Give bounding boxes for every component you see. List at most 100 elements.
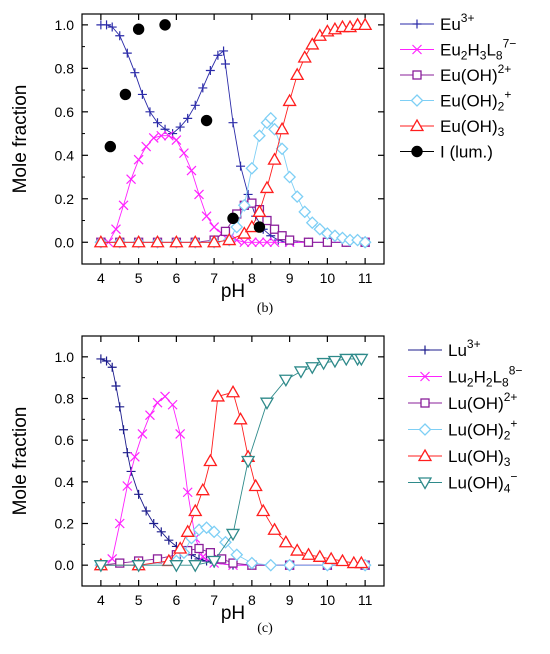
- data-point: [253, 129, 266, 143]
- data-point: [119, 88, 132, 101]
- data-point: [290, 190, 304, 204]
- legend-entry: Eu(OH)3: [400, 117, 505, 139]
- data-point: [156, 130, 167, 141]
- data-point: [205, 66, 215, 76]
- data-point: [222, 232, 237, 246]
- data-point: [171, 135, 182, 146]
- chart-panel-b: 4 5 6 7 8 9 10 11 0.0 0.2 0.4 0.6 0.8 1.0 pH Mole fract…: [10, 11, 516, 316]
- data-point: [245, 161, 259, 175]
- series-oh3: [93, 17, 373, 248]
- y-tick-label: 0.6: [55, 104, 75, 120]
- data-point: [245, 556, 259, 570]
- data-point: [111, 381, 121, 391]
- data-point: [152, 397, 163, 408]
- x-tick-label: 9: [286, 592, 294, 608]
- data-point: [278, 534, 293, 548]
- data-point: [264, 111, 278, 125]
- series-oh2: [94, 111, 372, 249]
- data-point: [246, 237, 257, 248]
- data-point: [134, 489, 144, 499]
- data-point: [111, 224, 121, 235]
- data-point: [132, 23, 145, 35]
- data-point: [119, 425, 129, 435]
- legend-marker: [417, 448, 433, 462]
- y-tick-label: 0.8: [55, 391, 75, 407]
- data-point: [252, 204, 267, 217]
- data-point: [167, 399, 178, 410]
- legend-marker: [412, 70, 422, 80]
- x-tick-label: 8: [248, 270, 256, 286]
- legend-label: Lu(OH)2+: [448, 417, 517, 443]
- legend-label: Lu(OH)2+: [448, 390, 517, 413]
- data-point: [112, 234, 127, 248]
- data-point: [194, 543, 204, 554]
- legend-label: Eu3+: [440, 11, 474, 34]
- legend-marker: [410, 94, 424, 107]
- data-point: [227, 212, 239, 225]
- x-tick-label: 4: [97, 270, 105, 286]
- data-point: [277, 231, 287, 241]
- data-point: [129, 451, 140, 462]
- data-point: [278, 374, 293, 388]
- data-point: [240, 455, 256, 469]
- data-point: [186, 165, 197, 176]
- data-point: [164, 535, 174, 545]
- legend-entry: Eu2H3L87−: [400, 37, 516, 63]
- data-point: [145, 410, 155, 421]
- data-point: [237, 198, 251, 212]
- y-tick-label: 0.2: [55, 516, 75, 532]
- legend-label: Eu(OH)2+: [440, 62, 511, 85]
- data-point: [354, 353, 369, 367]
- y-tick-label: 0.4: [55, 474, 75, 490]
- data-point: [152, 554, 163, 564]
- data-point: [312, 549, 327, 562]
- data-point: [130, 68, 140, 78]
- x-tick-label: 4: [97, 592, 105, 608]
- data-point: [188, 560, 203, 573]
- data-point: [190, 100, 200, 110]
- legend-entry: I (lum.): [400, 143, 493, 162]
- data-point: [131, 560, 146, 573]
- legend-entry: Eu(OH)2+: [400, 62, 511, 85]
- y-tick-label: 0.0: [55, 234, 75, 250]
- data-point: [122, 48, 132, 58]
- data-point: [248, 478, 263, 492]
- chart-panel-c: 4 5 6 7 8 9 10 11 0.0 0.2 0.4 0.6 0.8 1.0 pH Mole fract…: [10, 335, 522, 636]
- data-point: [133, 154, 144, 165]
- data-point: [150, 234, 165, 248]
- series-complex: [95, 391, 371, 571]
- data-point: [188, 503, 203, 517]
- data-point: [175, 122, 185, 132]
- x-tick-label: 7: [210, 592, 218, 608]
- data-point: [156, 527, 166, 537]
- legend-label: Lu(OH)4−: [448, 470, 517, 496]
- series-line: [100, 391, 362, 566]
- data-point: [107, 22, 117, 32]
- data-point: [159, 19, 171, 31]
- legend-label: Eu(OH)2+: [440, 88, 511, 114]
- data-point: [219, 46, 229, 56]
- legend-entry: Lu2H2L88−: [408, 364, 522, 390]
- legend-label: Lu3+: [448, 337, 481, 360]
- data-point: [175, 428, 186, 439]
- data-point: [253, 221, 266, 233]
- x-tick-label: 7: [210, 270, 218, 286]
- legend-label: Lu2H2L88−: [448, 364, 522, 390]
- legend-label: Eu(OH)3: [440, 117, 505, 139]
- data-point: [290, 67, 305, 81]
- panel-label: (c): [257, 621, 273, 636]
- data-point: [122, 481, 133, 491]
- data-point: [93, 234, 108, 248]
- data-point: [205, 548, 216, 558]
- data-point: [141, 506, 151, 516]
- data-point: [107, 362, 117, 372]
- data-point: [118, 200, 129, 211]
- data-point: [339, 353, 354, 367]
- x-tick-label: 5: [135, 270, 143, 286]
- data-point: [149, 519, 159, 528]
- data-point: [104, 140, 117, 153]
- legend-entry: Eu3+: [400, 11, 474, 34]
- data-point: [236, 161, 246, 171]
- data-point: [131, 234, 146, 248]
